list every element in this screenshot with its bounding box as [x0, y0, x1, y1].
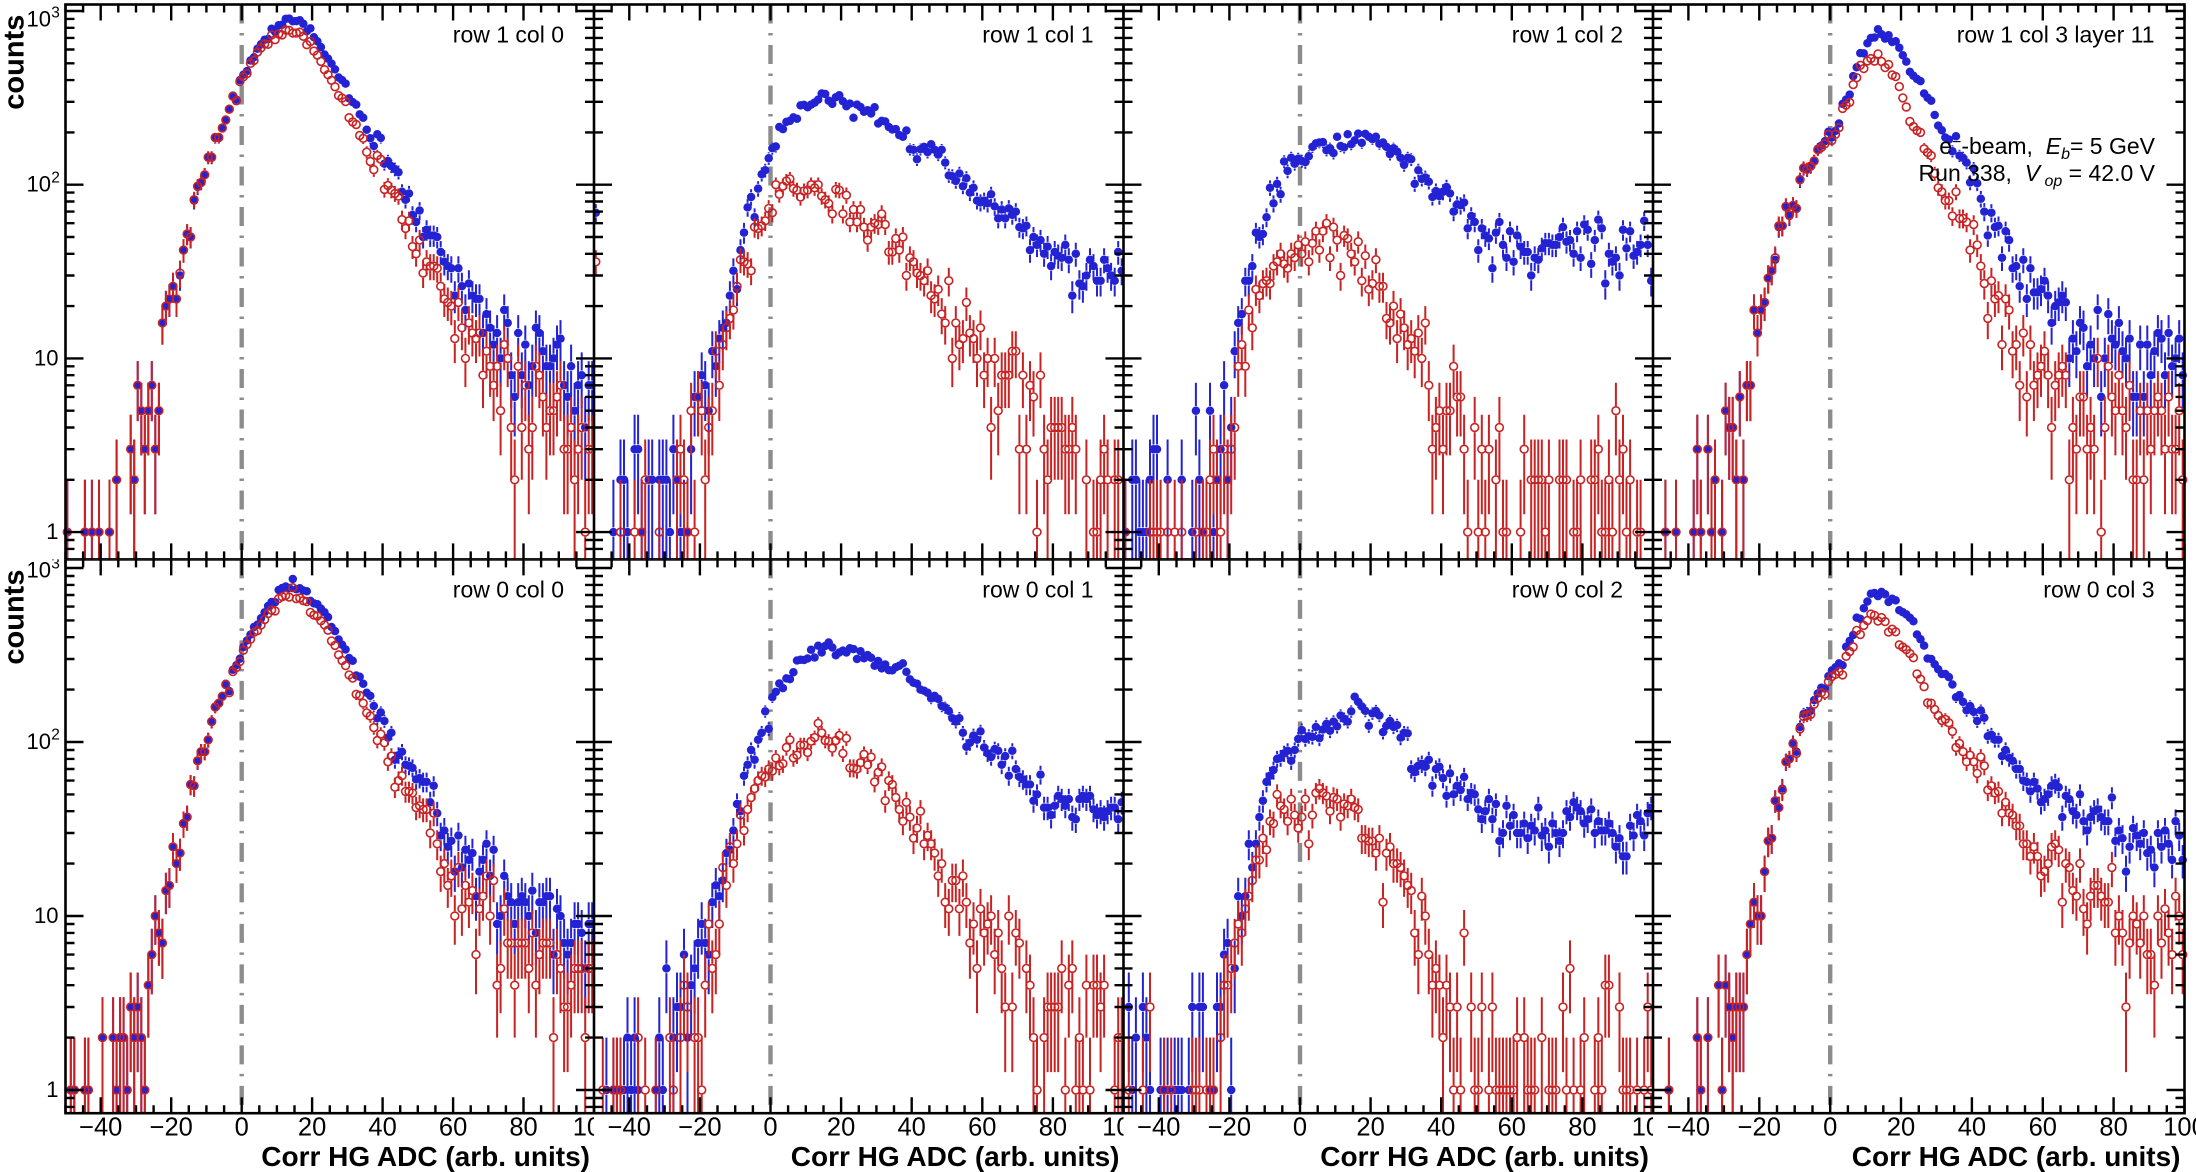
svg-text:row 0 col 0: row 0 col 0: [453, 576, 564, 602]
svg-text:−20: −20: [1738, 1114, 1781, 1142]
svg-text:row 0 col 1: row 0 col 1: [982, 576, 1093, 602]
svg-text:20: 20: [827, 1114, 855, 1142]
svg-text:2: 2: [51, 169, 60, 186]
svg-text:40: 40: [898, 1114, 926, 1142]
svg-text:10: 10: [34, 903, 58, 928]
svg-text:row 1 col 3 layer 11: row 1 col 3 layer 11: [1957, 22, 2155, 48]
svg-text:10: 10: [27, 7, 51, 32]
svg-text:0: 0: [1823, 1114, 1837, 1142]
svg-text:row 1 col 2: row 1 col 2: [1512, 22, 1623, 48]
svg-text:−40: −40: [608, 1114, 651, 1142]
svg-text:100: 100: [2163, 1114, 2196, 1142]
svg-text:−40: −40: [1667, 1114, 1710, 1142]
svg-text:80: 80: [1039, 1114, 1067, 1142]
svg-text:0: 0: [235, 1114, 249, 1142]
svg-text:20: 20: [1887, 1114, 1915, 1142]
svg-text:0: 0: [1293, 1114, 1307, 1142]
svg-text:100: 100: [1102, 1114, 1145, 1142]
svg-text:2: 2: [51, 727, 60, 744]
svg-text:100: 100: [1632, 1114, 1675, 1142]
svg-text:−20: −20: [150, 1114, 193, 1142]
svg-text:row 0 col 3: row 0 col 3: [2043, 576, 2154, 602]
svg-text:40: 40: [1958, 1114, 1986, 1142]
svg-text:−20: −20: [1208, 1114, 1251, 1142]
svg-text:20: 20: [1356, 1114, 1384, 1142]
svg-text:3: 3: [51, 555, 60, 572]
svg-text:Corr HG ADC (arb. units): Corr HG ADC (arb. units): [261, 1141, 590, 1172]
svg-text:−40: −40: [1137, 1114, 1180, 1142]
svg-text:60: 60: [439, 1114, 467, 1142]
svg-text:40: 40: [368, 1114, 396, 1142]
svg-text:10: 10: [27, 558, 51, 583]
svg-text:−40: −40: [79, 1114, 122, 1142]
svg-text:−20: −20: [678, 1114, 721, 1142]
svg-text:60: 60: [1498, 1114, 1526, 1142]
svg-text:80: 80: [509, 1114, 537, 1142]
svg-text:20: 20: [298, 1114, 326, 1142]
svg-text:Corr HG ADC (arb. units): Corr HG ADC (arb. units): [1320, 1141, 1649, 1172]
svg-text:60: 60: [968, 1114, 996, 1142]
svg-text:60: 60: [2029, 1114, 2057, 1142]
svg-text:counts: counts: [0, 570, 31, 665]
svg-text:row 1 col 0: row 1 col 0: [453, 22, 564, 48]
svg-text:80: 80: [2099, 1114, 2127, 1142]
svg-text:Corr HG ADC (arb. units): Corr HG ADC (arb. units): [791, 1141, 1120, 1172]
svg-text:e−-beam, Eb= 5 GeV: e−-beam, Eb= 5 GeV: [1939, 133, 2155, 163]
svg-text:10: 10: [34, 345, 58, 370]
svg-text:80: 80: [1568, 1114, 1596, 1142]
svg-text:3: 3: [51, 4, 60, 21]
svg-text:row 1 col 1: row 1 col 1: [982, 22, 1093, 48]
svg-text:Run 338, V op = 42.0 V: Run 338, V op = 42.0 V: [1919, 160, 2156, 190]
svg-text:40: 40: [1427, 1114, 1455, 1142]
svg-text:100: 100: [573, 1114, 616, 1142]
svg-text:counts: counts: [0, 15, 31, 110]
svg-text:1: 1: [46, 519, 58, 544]
svg-text:row 0 col 2: row 0 col 2: [1512, 576, 1623, 602]
svg-text:0: 0: [763, 1114, 777, 1142]
svg-text:10: 10: [27, 172, 51, 197]
svg-text:Corr HG ADC (arb. units): Corr HG ADC (arb. units): [1852, 1141, 2181, 1172]
svg-text:10: 10: [27, 729, 51, 754]
svg-text:1: 1: [46, 1077, 58, 1102]
